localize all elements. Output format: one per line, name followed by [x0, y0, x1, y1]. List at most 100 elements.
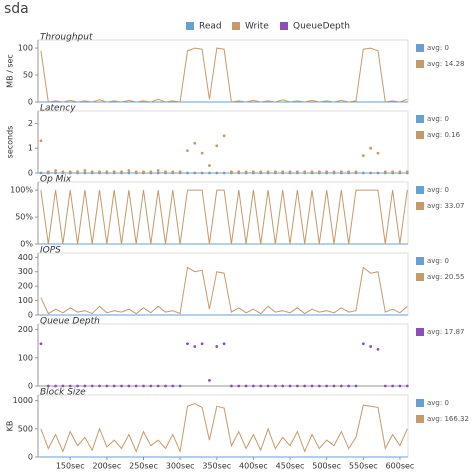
point: [134, 170, 138, 174]
y-tick-label: 2: [28, 119, 33, 128]
y-tick-label: 50%: [15, 213, 33, 222]
point: [244, 170, 248, 174]
point: [339, 384, 343, 388]
point: [332, 384, 336, 388]
point: [405, 384, 409, 388]
point: [303, 384, 307, 388]
y-tick-label: 100: [18, 353, 33, 362]
point: [376, 151, 380, 155]
legend-label: QueueDepth: [293, 22, 350, 32]
legend-label: Read: [199, 22, 222, 32]
point: [142, 170, 145, 174]
y-tick-label: 1: [28, 144, 33, 153]
avg-swatch: [416, 202, 424, 210]
point: [149, 170, 153, 174]
x-tick-label: 450sec: [276, 462, 305, 471]
point: [310, 170, 314, 174]
x-tick-label: 550sec: [349, 462, 378, 471]
avg-swatch: [416, 115, 424, 123]
point: [39, 342, 43, 346]
point: [112, 170, 116, 174]
point: [222, 134, 226, 138]
point: [90, 170, 94, 174]
point: [383, 170, 387, 174]
point: [171, 384, 175, 388]
avg-label: avg: 33.07: [427, 202, 465, 210]
point: [383, 384, 387, 388]
point: [186, 149, 189, 153]
y-tick-label: 200: [18, 325, 33, 334]
point: [259, 384, 263, 388]
point: [98, 170, 101, 174]
point: [222, 171, 226, 175]
avg-label: avg: 0: [427, 115, 449, 123]
point: [200, 342, 204, 346]
point: [149, 384, 153, 388]
point: [376, 171, 380, 175]
avg-swatch: [416, 415, 424, 423]
avg-swatch: [416, 399, 424, 407]
avg-label: avg: 20.55: [427, 273, 465, 281]
avg-swatch: [416, 328, 424, 336]
point: [61, 384, 65, 388]
panel-title: Op Mix: [40, 175, 72, 185]
point: [68, 384, 72, 388]
panel-title: Queue Depth: [40, 317, 100, 327]
y-tick-label: 1000: [13, 396, 33, 405]
avg-label: avg: 0: [427, 186, 449, 194]
point: [178, 170, 182, 174]
y-tick-label: 300: [18, 267, 33, 276]
point: [134, 384, 138, 388]
avg-swatch: [416, 257, 424, 265]
series-line: [40, 266, 408, 315]
point: [398, 384, 402, 388]
point: [120, 170, 123, 174]
point: [186, 342, 189, 346]
y-tick-label: 500: [18, 424, 33, 433]
series-line: [40, 402, 408, 454]
point: [90, 384, 94, 388]
point: [178, 384, 182, 388]
point: [39, 171, 43, 175]
point: [193, 171, 197, 175]
avg-swatch: [416, 186, 424, 194]
avg-swatch: [416, 44, 424, 52]
point: [105, 384, 109, 388]
point: [142, 384, 145, 388]
point: [230, 384, 233, 388]
panel-title: IOPS: [40, 246, 61, 256]
point: [61, 170, 65, 174]
point: [127, 384, 131, 388]
point: [369, 171, 373, 175]
point: [273, 384, 277, 388]
avg-label: avg: 0: [427, 257, 449, 265]
point: [317, 384, 321, 388]
y-tick-label: 0: [28, 311, 33, 320]
point: [244, 384, 248, 388]
point: [354, 384, 358, 388]
avg-swatch: [416, 273, 424, 281]
point: [347, 170, 351, 174]
point: [68, 170, 72, 174]
point: [193, 345, 197, 348]
point: [295, 170, 299, 174]
point: [347, 384, 351, 388]
page-title: sda: [4, 1, 29, 17]
avg-label: avg: 0: [427, 399, 449, 407]
x-tick-label: 200sec: [92, 462, 121, 471]
point: [325, 384, 329, 388]
point: [156, 384, 160, 388]
y-tick-label: 0%: [20, 240, 33, 249]
x-tick-label: 300sec: [166, 462, 195, 471]
legend-swatch: [186, 22, 194, 30]
point: [361, 154, 365, 158]
point: [215, 345, 219, 348]
point: [288, 170, 292, 174]
point: [156, 169, 160, 172]
panel-title: Block Size: [40, 388, 86, 398]
y-tick-label: 400: [18, 253, 33, 262]
point: [46, 170, 50, 174]
point: [332, 170, 336, 174]
point: [83, 169, 87, 172]
point: [259, 170, 263, 174]
